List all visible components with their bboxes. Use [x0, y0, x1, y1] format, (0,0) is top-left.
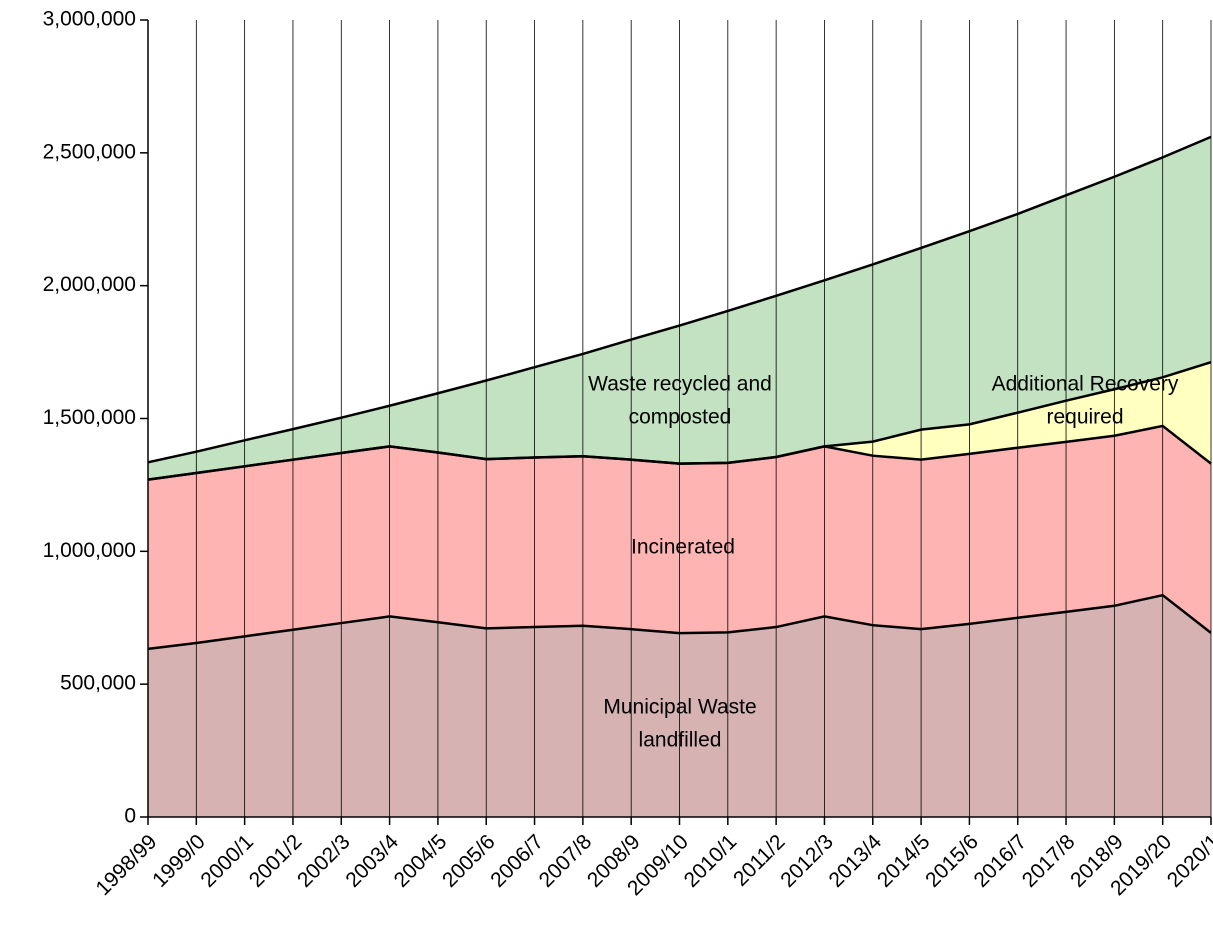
y-tick-label: 1,500,000	[43, 406, 136, 429]
y-tick-label: 1,000,000	[43, 539, 136, 562]
y-tick-label: 2,000,000	[43, 273, 136, 296]
x-tick-label: 1999/0	[148, 830, 210, 892]
area-edge	[147, 360, 1212, 481]
area	[148, 362, 1211, 480]
x-tick-label: 2007/8	[535, 830, 597, 892]
annotation: Waste recycled and	[588, 373, 772, 396]
x-tick-label: 2015/6	[921, 830, 983, 892]
x-tick-label: 2005/6	[438, 830, 500, 892]
annotation: Incinerated	[631, 536, 735, 559]
annotation: Additional Recovery	[992, 373, 1179, 396]
area-edge	[147, 135, 1212, 464]
area	[148, 136, 1211, 480]
annotation: composted	[629, 406, 732, 429]
area-edge	[147, 593, 1212, 651]
x-tick-label: 2020/1	[1163, 830, 1213, 892]
x-tick-label: 2011/2	[729, 830, 790, 891]
y-tick-label: 2,500,000	[43, 140, 136, 163]
x-tick-label: 2016/7	[970, 830, 1032, 892]
x-tick-label: 2003/4	[341, 830, 403, 892]
x-tick-label: 2013/4	[825, 830, 887, 892]
x-tick-label: 2012/3	[776, 830, 838, 892]
y-tick-label: 3,000,000	[43, 8, 136, 31]
x-tick-label: 2000/1	[196, 830, 258, 892]
x-tick-label: 2001/2	[245, 830, 307, 892]
x-tick-label: 2017/8	[1018, 830, 1080, 892]
x-tick-label: 2004/5	[390, 830, 452, 892]
annotation: Municipal Waste	[603, 696, 756, 719]
x-tick-label: 2010/1	[680, 830, 742, 892]
annotation: required	[1046, 406, 1123, 429]
x-tick-label: 2006/7	[486, 830, 548, 892]
x-tick-label: 1998/99	[92, 830, 162, 900]
x-tick-label: 2014/5	[873, 830, 935, 892]
x-tick-label: 2002/3	[293, 830, 355, 892]
y-tick-label: 500,000	[60, 672, 136, 695]
annotation: landfilled	[639, 729, 722, 752]
y-tick-label: 0	[124, 805, 136, 828]
